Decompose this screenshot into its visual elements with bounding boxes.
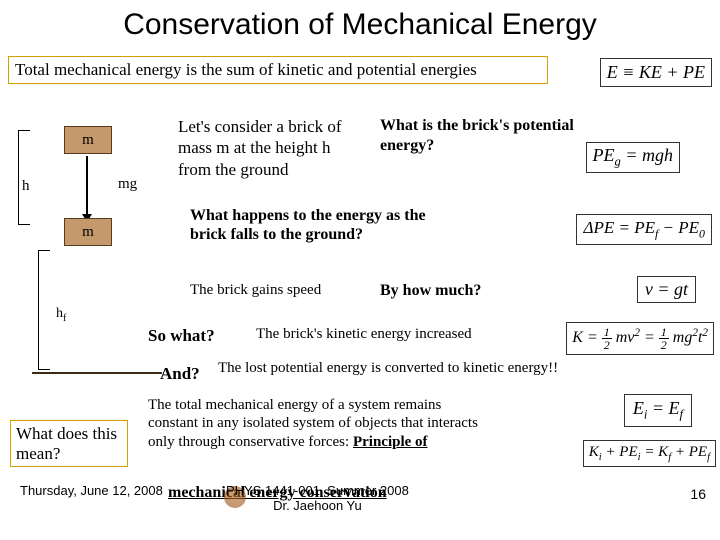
- equation-delta-pe: ΔPE = PEf − PE0: [576, 214, 712, 245]
- equation-ki-pi: Ki + PEi = Kf + PEf: [583, 440, 716, 467]
- brick-bottom: m: [64, 218, 112, 246]
- text-what-happens: What happens to the energy as the brick …: [190, 206, 450, 244]
- equation-ei-ef: Ei = Ef: [624, 394, 692, 427]
- page-number: 16: [690, 486, 706, 502]
- equation-energy-def: E ≡ KE + PE: [600, 58, 712, 87]
- footer-course: PHYS 1441-001, Summer 2008 Dr. Jaehoon Y…: [226, 484, 409, 514]
- footer-date: Thursday, June 12, 2008: [20, 484, 163, 499]
- bracket-hf: [38, 250, 50, 370]
- what-does-this-mean-box: What does this mean?: [10, 420, 128, 467]
- text-by-how-much: By how much?: [380, 282, 481, 300]
- brick-diagram: h m mg m hf: [18, 120, 168, 380]
- statement-box: Total mechanical energy is the sum of ki…: [8, 56, 548, 84]
- equation-v: v = gt: [637, 276, 696, 303]
- brick-top: m: [64, 126, 112, 154]
- equation-pe: PEg = mgh: [586, 142, 680, 173]
- text-gains-speed: The brick gains speed: [190, 282, 321, 299]
- equation-k: K = 12 mv2 = 12 mg2t2: [566, 322, 714, 355]
- text-what-potential: What is the brick's potential energy?: [380, 116, 610, 156]
- page-title: Conservation of Mechanical Energy: [0, 0, 720, 42]
- label-mg: mg: [118, 176, 137, 193]
- text-lets-consider: Let's consider a brick of mass m at the …: [178, 116, 364, 180]
- text-and: And?: [160, 364, 200, 384]
- arrow-down: [86, 156, 88, 216]
- text-so-what: So what?: [148, 326, 215, 346]
- text-total-energy: The total mechanical energy of a system …: [148, 396, 486, 451]
- label-h: h: [22, 178, 30, 195]
- ground-line: [32, 372, 162, 374]
- text-ke-increased: The brick's kinetic energy increased: [256, 326, 506, 343]
- text-lost-pe: The lost potential energy is converted t…: [218, 360, 568, 377]
- label-hf: hf: [56, 306, 66, 324]
